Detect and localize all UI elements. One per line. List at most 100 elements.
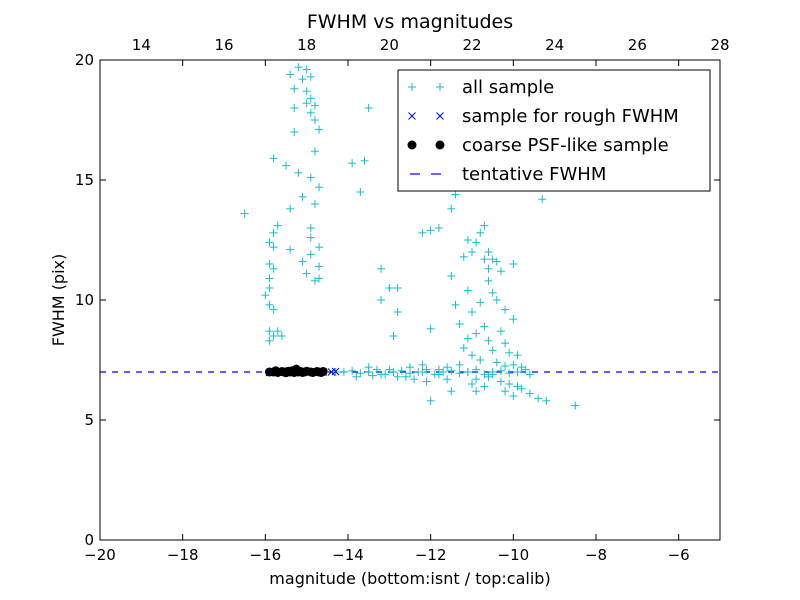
all-sample-point — [422, 365, 431, 374]
all-sample-point — [509, 315, 518, 324]
all-sample-point — [273, 327, 282, 336]
all-sample-point — [306, 108, 315, 117]
all-sample-point — [306, 250, 315, 259]
all-sample-point — [480, 221, 489, 230]
y-tick-label: 0 — [84, 531, 94, 549]
all-sample-point — [401, 372, 410, 381]
all-sample-point — [306, 94, 315, 103]
all-sample-point — [385, 284, 394, 292]
legend-box — [397, 69, 711, 192]
all-sample-point — [352, 372, 361, 381]
legend-label: all sample — [462, 77, 554, 98]
all-sample-point — [472, 375, 481, 384]
all-sample-point — [377, 296, 386, 304]
all-sample-point — [315, 262, 324, 271]
all-sample-point — [269, 228, 278, 237]
all-sample-point — [290, 104, 299, 112]
all-sample-point — [501, 387, 510, 396]
top-x-tick-label: 24 — [545, 36, 564, 54]
all-sample-point — [468, 380, 476, 388]
all-sample-point — [505, 369, 514, 378]
all-sample-point — [476, 228, 485, 237]
chart-title: FWHM vs magnitudes — [307, 11, 513, 33]
all-sample-point — [455, 369, 464, 378]
all-sample-point — [426, 396, 435, 405]
all-sample-point — [315, 183, 324, 192]
all-sample-point — [463, 236, 472, 244]
all-sample-point — [290, 128, 299, 136]
x-tick-label: −14 — [332, 546, 364, 564]
legend-label: sample for rough FWHM — [462, 106, 679, 127]
all-sample-point — [509, 260, 518, 268]
all-sample-point — [434, 365, 443, 374]
all-sample-point — [434, 224, 443, 232]
all-sample-point — [265, 336, 274, 345]
all-sample-point — [496, 327, 505, 336]
all-sample-point — [298, 257, 307, 266]
top-x-tick-label: 16 — [214, 36, 233, 54]
all-sample-point — [447, 366, 456, 375]
all-sample-point — [277, 332, 286, 340]
all-sample-point — [269, 305, 278, 314]
all-sample-point — [364, 104, 373, 112]
all-sample-point — [480, 322, 489, 331]
all-sample-point — [517, 363, 526, 372]
all-sample-point — [310, 101, 319, 110]
x-tick-label: −10 — [498, 546, 530, 564]
all-sample-point — [385, 365, 394, 374]
all-sample-point — [463, 368, 472, 376]
legend-label: tentative FWHM — [462, 164, 606, 185]
all-sample-point — [302, 87, 311, 96]
all-sample-point — [286, 70, 295, 79]
sample-for-rough-fwhm-point — [331, 367, 340, 376]
all-sample-point — [294, 63, 303, 72]
all-sample-point — [310, 276, 319, 285]
all-sample-point — [302, 99, 311, 108]
all-sample-point — [302, 65, 311, 74]
all-sample-point — [269, 264, 278, 273]
all-sample-point — [265, 300, 274, 309]
all-sample-point — [484, 336, 493, 345]
all-sample-point — [447, 204, 456, 213]
all-sample-point — [269, 154, 278, 163]
all-sample-point — [315, 243, 324, 252]
all-sample-point — [261, 291, 270, 300]
all-sample-point — [410, 375, 419, 384]
all-sample-point — [265, 238, 274, 247]
top-x-tick-label: 28 — [710, 36, 729, 54]
all-sample-point — [472, 238, 481, 247]
x-tick-label: −8 — [585, 546, 607, 564]
all-sample-point — [381, 370, 390, 379]
all-sample-point — [488, 255, 497, 264]
all-sample-point — [286, 245, 295, 254]
all-sample-point — [496, 267, 505, 276]
x-axis-label: magnitude (bottom:isnt / top:calib) — [269, 569, 550, 588]
all-sample-point — [476, 298, 485, 307]
all-sample-point — [397, 366, 406, 375]
all-sample-point — [414, 368, 423, 376]
all-sample-point — [372, 365, 381, 374]
y-tick-label: 15 — [75, 171, 94, 189]
top-x-tick-label: 18 — [297, 36, 316, 54]
y-axis-label: FWHM (pix) — [49, 254, 68, 347]
all-sample-point — [282, 161, 290, 170]
all-sample-point — [348, 159, 357, 168]
y-tick-label: 10 — [75, 291, 94, 309]
legend-swatch — [407, 140, 417, 150]
all-sample-point — [521, 365, 530, 374]
top-x-tick-label: 22 — [462, 36, 481, 54]
all-sample-point — [310, 116, 319, 124]
all-sample-point — [298, 75, 307, 84]
x-tick-label: −6 — [668, 546, 690, 564]
all-sample-point — [290, 84, 299, 93]
x-tick-label: −20 — [84, 546, 116, 564]
all-sample-point — [509, 392, 518, 400]
all-sample-point — [484, 276, 493, 285]
all-sample-point — [517, 384, 526, 393]
all-sample-point — [484, 264, 493, 273]
all-sample-point — [534, 394, 543, 403]
all-sample-point — [492, 296, 501, 304]
all-sample-point — [443, 375, 452, 384]
all-sample-point — [496, 377, 505, 386]
